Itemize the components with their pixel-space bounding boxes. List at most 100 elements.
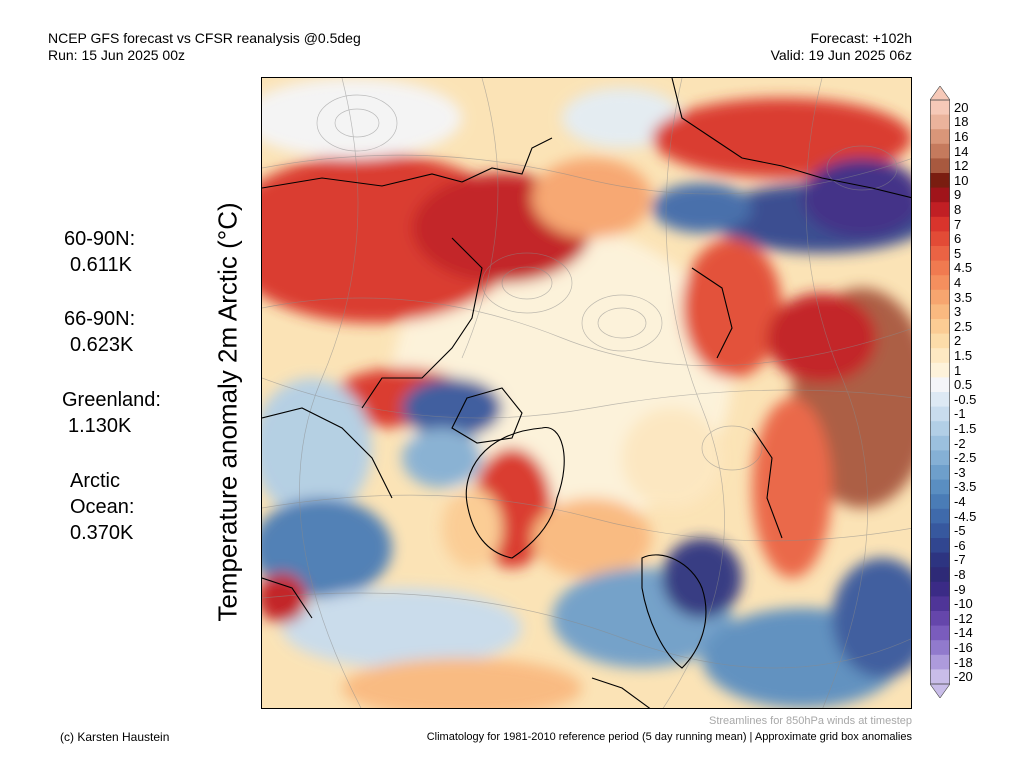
colorbar-tick-label: 1 [954,362,962,378]
stat-value: 0.370K [70,522,134,544]
colorbar-swatch [930,377,950,393]
colorbar-tick-label: 0.5 [954,377,973,393]
colorbar-tick-label: -4 [954,494,966,509]
colorbar-swatch [930,348,950,364]
colorbar-tick-label: -20 [954,669,973,685]
colorbar-swatch [930,173,950,188]
colorbar-swatch [930,392,950,407]
stat-value: 0.611K [70,254,132,276]
stat-60-90n: 60-90N: 0.611K [64,226,135,278]
header-left: NCEP GFS forecast vs CFSR reanalysis @0.… [48,30,361,64]
colorbar-swatch [930,625,950,641]
colorbar-tick-label: 10 [954,172,969,188]
colorbar-tick-label: -6 [954,537,966,553]
colorbar-swatch [930,362,950,378]
stat-value: 1.130K [68,415,132,437]
colorbar-tick-label: 9 [954,187,962,203]
stat-label: 60-90N: [64,228,136,250]
colorbar-swatch [930,158,950,174]
colorbar-swatch [930,333,950,349]
colorbar-tick-label: 3.5 [954,289,973,305]
colorbar-tick-label: -9 [954,581,966,597]
colorbar-swatch [930,129,950,145]
colorbar-swatch [930,552,950,568]
stat-arctic-ocean: Arctic Ocean: 0.370K [70,468,134,546]
colorbar-tick-label: 4.5 [954,260,973,276]
colorbar-swatch [930,523,950,539]
colorbar-tick-label: -5 [954,523,966,539]
colorbar-tick-label: -1.5 [954,421,977,436]
colorbar-swatch [930,435,950,451]
colorbar-tick-label: 6 [954,231,962,247]
credit: (c) Karsten Haustein [60,730,170,744]
stat-66-90n: 66-90N: 0.623K [64,306,135,358]
colorbar-swatch [930,304,950,320]
colorbar-swatch [930,143,950,159]
colorbar-tick-label: -14 [954,625,973,641]
colorbar-swatch [930,654,950,670]
colorbar-tick-label: 5 [954,245,962,261]
anomaly-map [261,77,912,709]
colorbar-tick-label: 8 [954,202,962,217]
colorbar-tick-label: 7 [954,216,962,232]
colorbar-swatch [930,100,950,115]
colorbar-tick-label: -3 [954,464,966,480]
stat-greenland: Greenland: 1.130K [62,387,161,439]
colorbar-tick-label: -2 [954,435,966,451]
colorbar-tick-label: 18 [954,114,969,130]
colorbar-swatch [930,538,950,553]
colorbar-swatch [930,275,950,291]
colorbar-tick-label: 20 [954,99,969,115]
colorbar-tick-label: 14 [954,143,969,159]
coastlines [262,78,911,708]
colorbar [930,86,950,698]
colorbar-swatch [930,669,950,685]
climatology-note: Climatology for 1981-2010 reference peri… [426,731,912,743]
colorbar-tick-label: 2 [954,333,962,349]
streamlines [262,78,911,708]
stat-label: Greenland: [62,389,161,411]
colorbar-tick-label: 2.5 [954,318,973,334]
colorbar-tick-label: -10 [954,596,973,612]
colorbar-swatch [930,319,950,334]
colorbar-tick-label: -16 [954,640,973,655]
colorbar-tick-label: 4 [954,275,962,290]
colorbar-tick-label: 1.5 [954,348,973,363]
colorbar-swatch [930,581,950,597]
colorbar-swatch [930,187,950,203]
stat-label: 66-90N: [64,308,136,330]
colorbar-tick-label: 3 [954,304,962,320]
colorbar-tick-label: -7 [954,552,966,568]
colorbar-swatch [930,611,950,626]
streamline-note: Streamlines for 850hPa winds at timestep [709,715,912,727]
stat-label: Arctic [70,470,120,492]
colorbar-swatch [930,231,950,247]
model-title: NCEP GFS forecast vs CFSR reanalysis @0.… [48,30,361,46]
colorbar-swatch [930,465,950,480]
forecast-hour: Forecast: +102h [810,30,912,46]
colorbar-swatch [930,289,950,305]
colorbar-swatch [930,596,950,612]
stat-value: 0.623K [70,334,134,356]
colorbar-bottom-arrow [930,683,950,698]
colorbar-swatch [930,450,950,466]
colorbar-swatch [930,494,950,510]
run-time: Run: 15 Jun 2025 00z [48,47,185,63]
colorbar-swatch [930,114,950,130]
colorbar-swatch [930,216,950,232]
colorbar-swatch [930,479,950,495]
colorbar-tick-label: -12 [954,610,973,626]
colorbar-swatch [930,567,950,583]
y-axis-label: Temperature anomaly 2m Arctic (°C) [212,202,243,622]
colorbar-swatch [930,406,950,422]
colorbar-swatch [930,202,950,218]
colorbar-tick-label: -4.5 [954,508,977,524]
colorbar-tick-label: -18 [954,654,973,670]
colorbar-tick-label: -8 [954,567,966,582]
colorbar-swatch [930,508,950,524]
colorbar-tick-label: 12 [954,158,969,174]
colorbar-tick-label: -0.5 [954,391,977,407]
colorbar-swatch [930,640,950,656]
colorbar-swatch [930,421,950,437]
colorbar-tick-label: -3.5 [954,479,977,495]
